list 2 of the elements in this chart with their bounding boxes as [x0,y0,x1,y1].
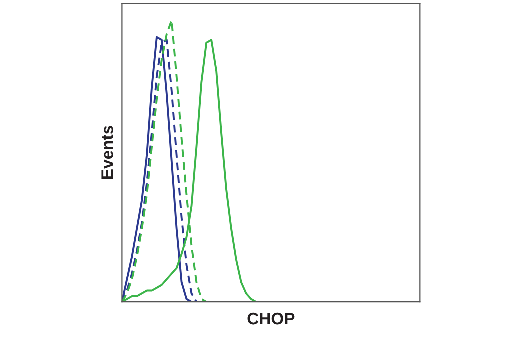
x-axis-title: CHOP [248,312,295,325]
y-axis-title: Events [102,126,114,179]
